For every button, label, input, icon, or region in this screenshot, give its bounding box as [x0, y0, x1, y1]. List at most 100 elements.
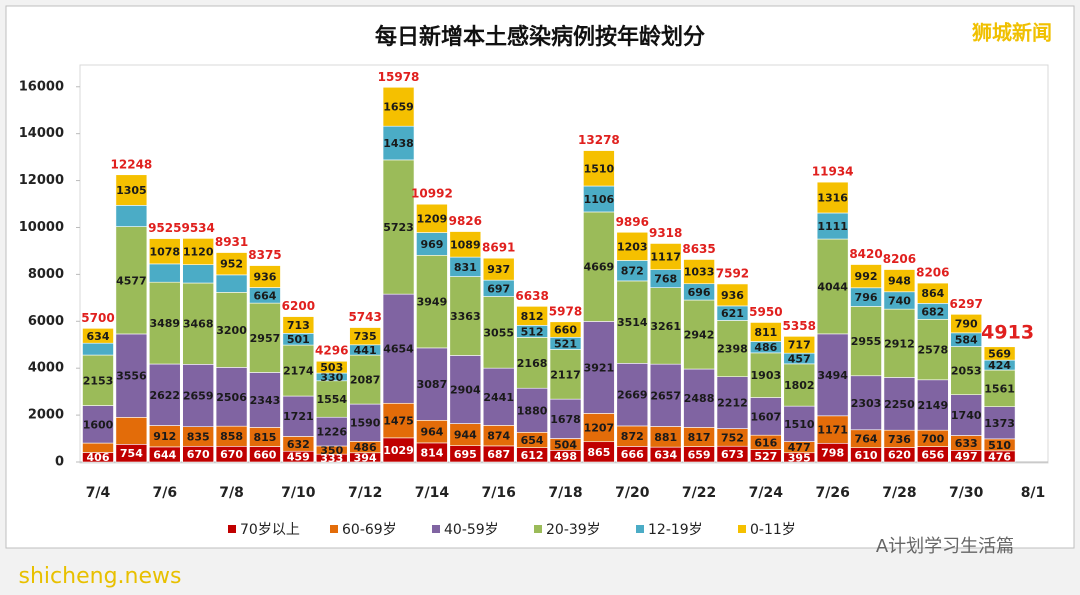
- bar-segment: [917, 282, 949, 304]
- bar-segment: [549, 349, 582, 400]
- data-label: 1078: [149, 245, 180, 258]
- data-label: 1117: [650, 251, 681, 264]
- x-tick-label: 7/18: [548, 485, 582, 501]
- data-label: 504: [554, 438, 577, 451]
- data-label: 1033: [684, 266, 715, 279]
- data-label: 634: [654, 449, 677, 462]
- total-label: 8691: [482, 241, 515, 255]
- data-label: 936: [721, 289, 744, 302]
- data-label: 1438: [383, 137, 414, 150]
- bar-segment: [850, 264, 882, 289]
- bar-segment: [382, 402, 415, 439]
- data-label: 700: [921, 432, 944, 445]
- total-label: 6297: [950, 297, 983, 311]
- data-label: 2942: [684, 329, 715, 342]
- total-label: 9318: [649, 226, 682, 240]
- total-label: 12248: [111, 157, 153, 171]
- bar-segment: [449, 355, 482, 424]
- data-label: 512: [521, 325, 544, 338]
- data-label: 670: [187, 448, 210, 461]
- bar-segment: [983, 369, 1016, 407]
- bar-segment: [516, 306, 548, 326]
- total-label: 9826: [449, 214, 482, 228]
- data-label: 4044: [817, 280, 848, 293]
- data-label: 2343: [250, 394, 281, 407]
- bar-segment: [115, 174, 148, 206]
- bar-segment: [482, 296, 515, 369]
- total-label: 6638: [515, 289, 548, 303]
- legend-swatch: [738, 525, 746, 533]
- data-label: 1659: [383, 101, 414, 114]
- y-tick-label: 4000: [28, 361, 64, 376]
- legend-swatch: [636, 525, 644, 533]
- bar-segment: [215, 274, 248, 293]
- data-label: 2053: [951, 365, 982, 378]
- data-label: 497: [955, 450, 978, 463]
- data-label: 660: [253, 448, 276, 461]
- bar-segment: [82, 442, 114, 453]
- bar-segment: [82, 328, 114, 344]
- data-label: 2087: [350, 374, 381, 387]
- x-tick-label: 7/28: [882, 485, 916, 501]
- data-label: 2149: [918, 399, 949, 412]
- bar-segment: [215, 252, 248, 276]
- data-label: 1510: [784, 418, 815, 431]
- bar-segment: [82, 342, 114, 356]
- bar-segment: [950, 346, 983, 395]
- data-label: 621: [721, 307, 744, 320]
- bar-segment: [983, 406, 1016, 440]
- data-label: 664: [253, 289, 276, 302]
- bar-segment: [115, 205, 148, 227]
- bar-segment: [950, 314, 983, 334]
- data-label: 670: [220, 448, 243, 461]
- data-label: 2212: [717, 397, 748, 410]
- total-label: 7592: [716, 266, 749, 280]
- bar-segment: [850, 306, 882, 377]
- y-tick-label: 12000: [19, 173, 64, 188]
- data-label: 952: [220, 258, 243, 271]
- data-label: 1111: [817, 220, 848, 233]
- data-label: 1089: [450, 238, 481, 251]
- bar-segment: [516, 337, 548, 389]
- x-tick-label: 7/6: [152, 485, 177, 501]
- data-label: 1600: [83, 418, 114, 431]
- data-label: 2578: [918, 344, 949, 357]
- bar-segment: [917, 379, 949, 431]
- data-label: 687: [487, 448, 510, 461]
- data-label: 695: [454, 448, 477, 461]
- data-label: 1171: [817, 424, 848, 437]
- data-label: 865: [587, 446, 610, 459]
- x-tick-label: 7/4: [86, 485, 111, 501]
- data-label: 740: [888, 294, 911, 307]
- watermark: 狮城新闻: [972, 21, 1052, 45]
- total-label: 4913: [981, 321, 1034, 343]
- data-label: 501: [287, 333, 310, 346]
- bar-segment: [148, 263, 181, 283]
- data-label: 1903: [751, 369, 782, 382]
- bar-segment: [282, 395, 315, 437]
- bar-segment: [382, 86, 415, 127]
- total-label: 8206: [883, 252, 916, 266]
- data-label: 612: [521, 449, 544, 462]
- bar-segment: [883, 308, 916, 378]
- bar-segment: [182, 264, 214, 284]
- bar-segment: [382, 437, 415, 463]
- total-label: 8420: [849, 247, 882, 261]
- total-label: 5358: [783, 319, 816, 333]
- legend-label: 60-69岁: [342, 522, 397, 538]
- total-label: 9534: [181, 221, 214, 235]
- y-tick-label: 0: [55, 455, 64, 470]
- bar-segment: [750, 322, 782, 342]
- data-label: 831: [454, 261, 477, 274]
- data-label: 1305: [116, 184, 147, 197]
- bar-segment: [449, 231, 482, 258]
- total-label: 8206: [916, 266, 949, 280]
- data-label: 4654: [383, 343, 414, 356]
- data-label: 835: [187, 430, 210, 443]
- bar-segment: [215, 367, 248, 427]
- data-label: 2957: [250, 332, 281, 345]
- data-label: 2904: [450, 384, 481, 397]
- bar-segment: [883, 269, 916, 293]
- chart-title: 每日新增本土感染病例按年龄划分: [375, 24, 705, 50]
